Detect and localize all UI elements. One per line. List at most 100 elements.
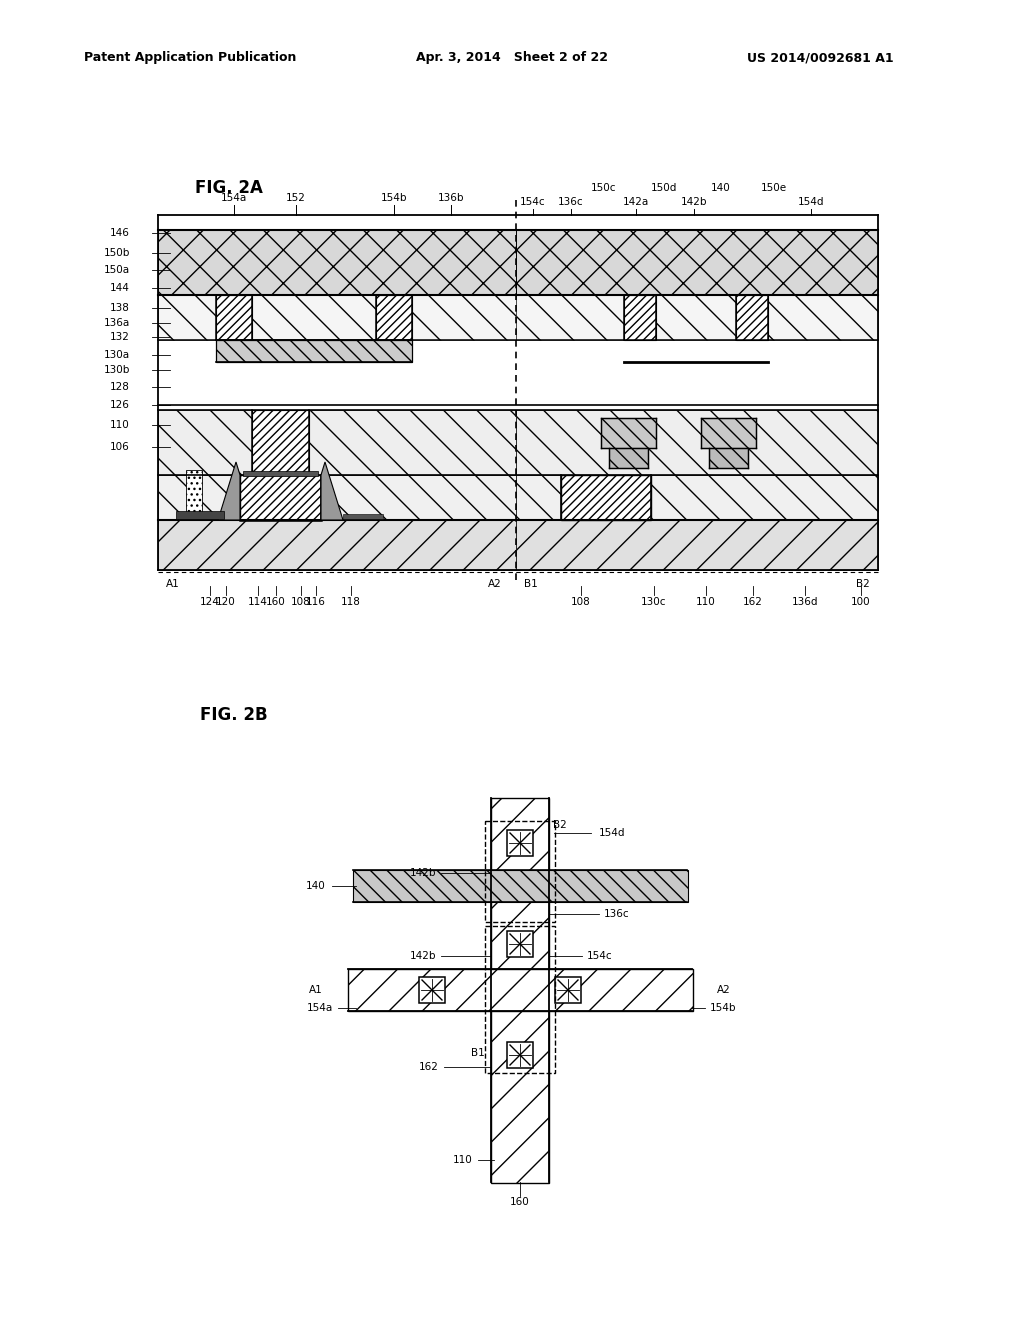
- Text: 142b: 142b: [410, 950, 436, 961]
- Text: 154b: 154b: [381, 193, 408, 203]
- Bar: [490, 799, 549, 1183]
- Text: A2: A2: [717, 985, 731, 995]
- Text: 130a: 130a: [103, 350, 130, 360]
- Bar: [709, 447, 748, 469]
- Text: 150a: 150a: [103, 265, 130, 275]
- Bar: [419, 977, 445, 1003]
- Bar: [485, 821, 555, 921]
- Text: B1: B1: [471, 1048, 485, 1059]
- Bar: [158, 411, 516, 475]
- Text: 162: 162: [419, 1063, 439, 1072]
- Text: 130c: 130c: [641, 597, 667, 607]
- Text: 116: 116: [306, 597, 326, 607]
- Bar: [348, 969, 693, 1011]
- Bar: [507, 1041, 534, 1068]
- Text: 154a: 154a: [307, 1003, 333, 1012]
- Bar: [158, 475, 516, 520]
- Polygon shape: [321, 462, 343, 520]
- Text: 128: 128: [111, 381, 130, 392]
- Bar: [516, 294, 878, 341]
- Text: 154c: 154c: [587, 950, 612, 961]
- Bar: [507, 830, 534, 855]
- Bar: [252, 411, 309, 475]
- Bar: [555, 977, 581, 1003]
- Text: B1: B1: [524, 579, 538, 589]
- Bar: [516, 230, 878, 294]
- Text: 136c: 136c: [558, 197, 584, 207]
- Text: B2: B2: [553, 820, 566, 830]
- Text: 118: 118: [341, 597, 360, 607]
- Text: 154b: 154b: [710, 1003, 736, 1012]
- Text: 142b: 142b: [410, 869, 436, 878]
- Bar: [376, 294, 412, 341]
- Text: 136a: 136a: [103, 318, 130, 327]
- Bar: [216, 341, 412, 362]
- Polygon shape: [218, 462, 240, 520]
- Text: 110: 110: [111, 420, 130, 430]
- Text: 108: 108: [571, 597, 591, 607]
- Text: 154a: 154a: [221, 193, 247, 203]
- Text: B2: B2: [856, 579, 870, 589]
- Text: A2: A2: [488, 579, 502, 589]
- Bar: [516, 475, 878, 520]
- Bar: [240, 475, 321, 520]
- Bar: [516, 411, 878, 475]
- Text: 142b: 142b: [681, 197, 708, 207]
- Bar: [609, 447, 648, 469]
- Text: FIG. 2B: FIG. 2B: [200, 706, 267, 723]
- Text: 150e: 150e: [761, 183, 787, 193]
- Bar: [353, 870, 688, 902]
- Text: 154d: 154d: [798, 197, 824, 207]
- Text: 160: 160: [266, 597, 286, 607]
- Text: 146: 146: [111, 228, 130, 238]
- Text: 154d: 154d: [599, 828, 626, 838]
- Text: 106: 106: [111, 442, 130, 451]
- Bar: [343, 513, 383, 519]
- Text: 160: 160: [510, 1197, 529, 1206]
- Bar: [561, 475, 651, 520]
- Text: 150c: 150c: [591, 183, 616, 193]
- Bar: [485, 927, 555, 1073]
- Text: 120: 120: [216, 597, 236, 607]
- Text: 136d: 136d: [792, 597, 818, 607]
- Bar: [186, 470, 202, 520]
- Text: 126: 126: [111, 400, 130, 411]
- Bar: [701, 418, 756, 447]
- Text: 162: 162: [743, 597, 763, 607]
- Text: 140: 140: [306, 880, 326, 891]
- Bar: [158, 520, 516, 570]
- Text: US 2014/0092681 A1: US 2014/0092681 A1: [746, 51, 893, 65]
- Text: 142a: 142a: [623, 197, 649, 207]
- Bar: [216, 294, 252, 341]
- Text: 108: 108: [291, 597, 311, 607]
- Text: Patent Application Publication: Patent Application Publication: [84, 51, 296, 65]
- Text: A1: A1: [166, 579, 180, 589]
- Text: 124: 124: [200, 597, 220, 607]
- Text: 152: 152: [286, 193, 306, 203]
- Text: 136c: 136c: [604, 909, 630, 919]
- Bar: [516, 520, 878, 570]
- Text: 138: 138: [111, 304, 130, 313]
- Bar: [624, 294, 656, 341]
- Text: 144: 144: [111, 282, 130, 293]
- Text: A1: A1: [309, 985, 323, 995]
- Text: 140: 140: [711, 183, 731, 193]
- Bar: [176, 511, 224, 519]
- Text: 114: 114: [248, 597, 268, 607]
- Text: 150d: 150d: [651, 183, 677, 193]
- Text: Apr. 3, 2014   Sheet 2 of 22: Apr. 3, 2014 Sheet 2 of 22: [416, 51, 608, 65]
- Text: 132: 132: [111, 333, 130, 342]
- Text: 110: 110: [696, 597, 716, 607]
- Text: 150b: 150b: [103, 248, 130, 257]
- Text: 154c: 154c: [520, 197, 546, 207]
- Bar: [507, 931, 534, 957]
- Text: 100: 100: [851, 597, 870, 607]
- Bar: [601, 418, 656, 447]
- Bar: [736, 294, 768, 341]
- Text: 130b: 130b: [103, 366, 130, 375]
- Text: FIG. 2A: FIG. 2A: [195, 180, 263, 197]
- Bar: [158, 294, 516, 341]
- Bar: [158, 230, 516, 294]
- Text: 136b: 136b: [437, 193, 464, 203]
- Bar: [243, 471, 318, 477]
